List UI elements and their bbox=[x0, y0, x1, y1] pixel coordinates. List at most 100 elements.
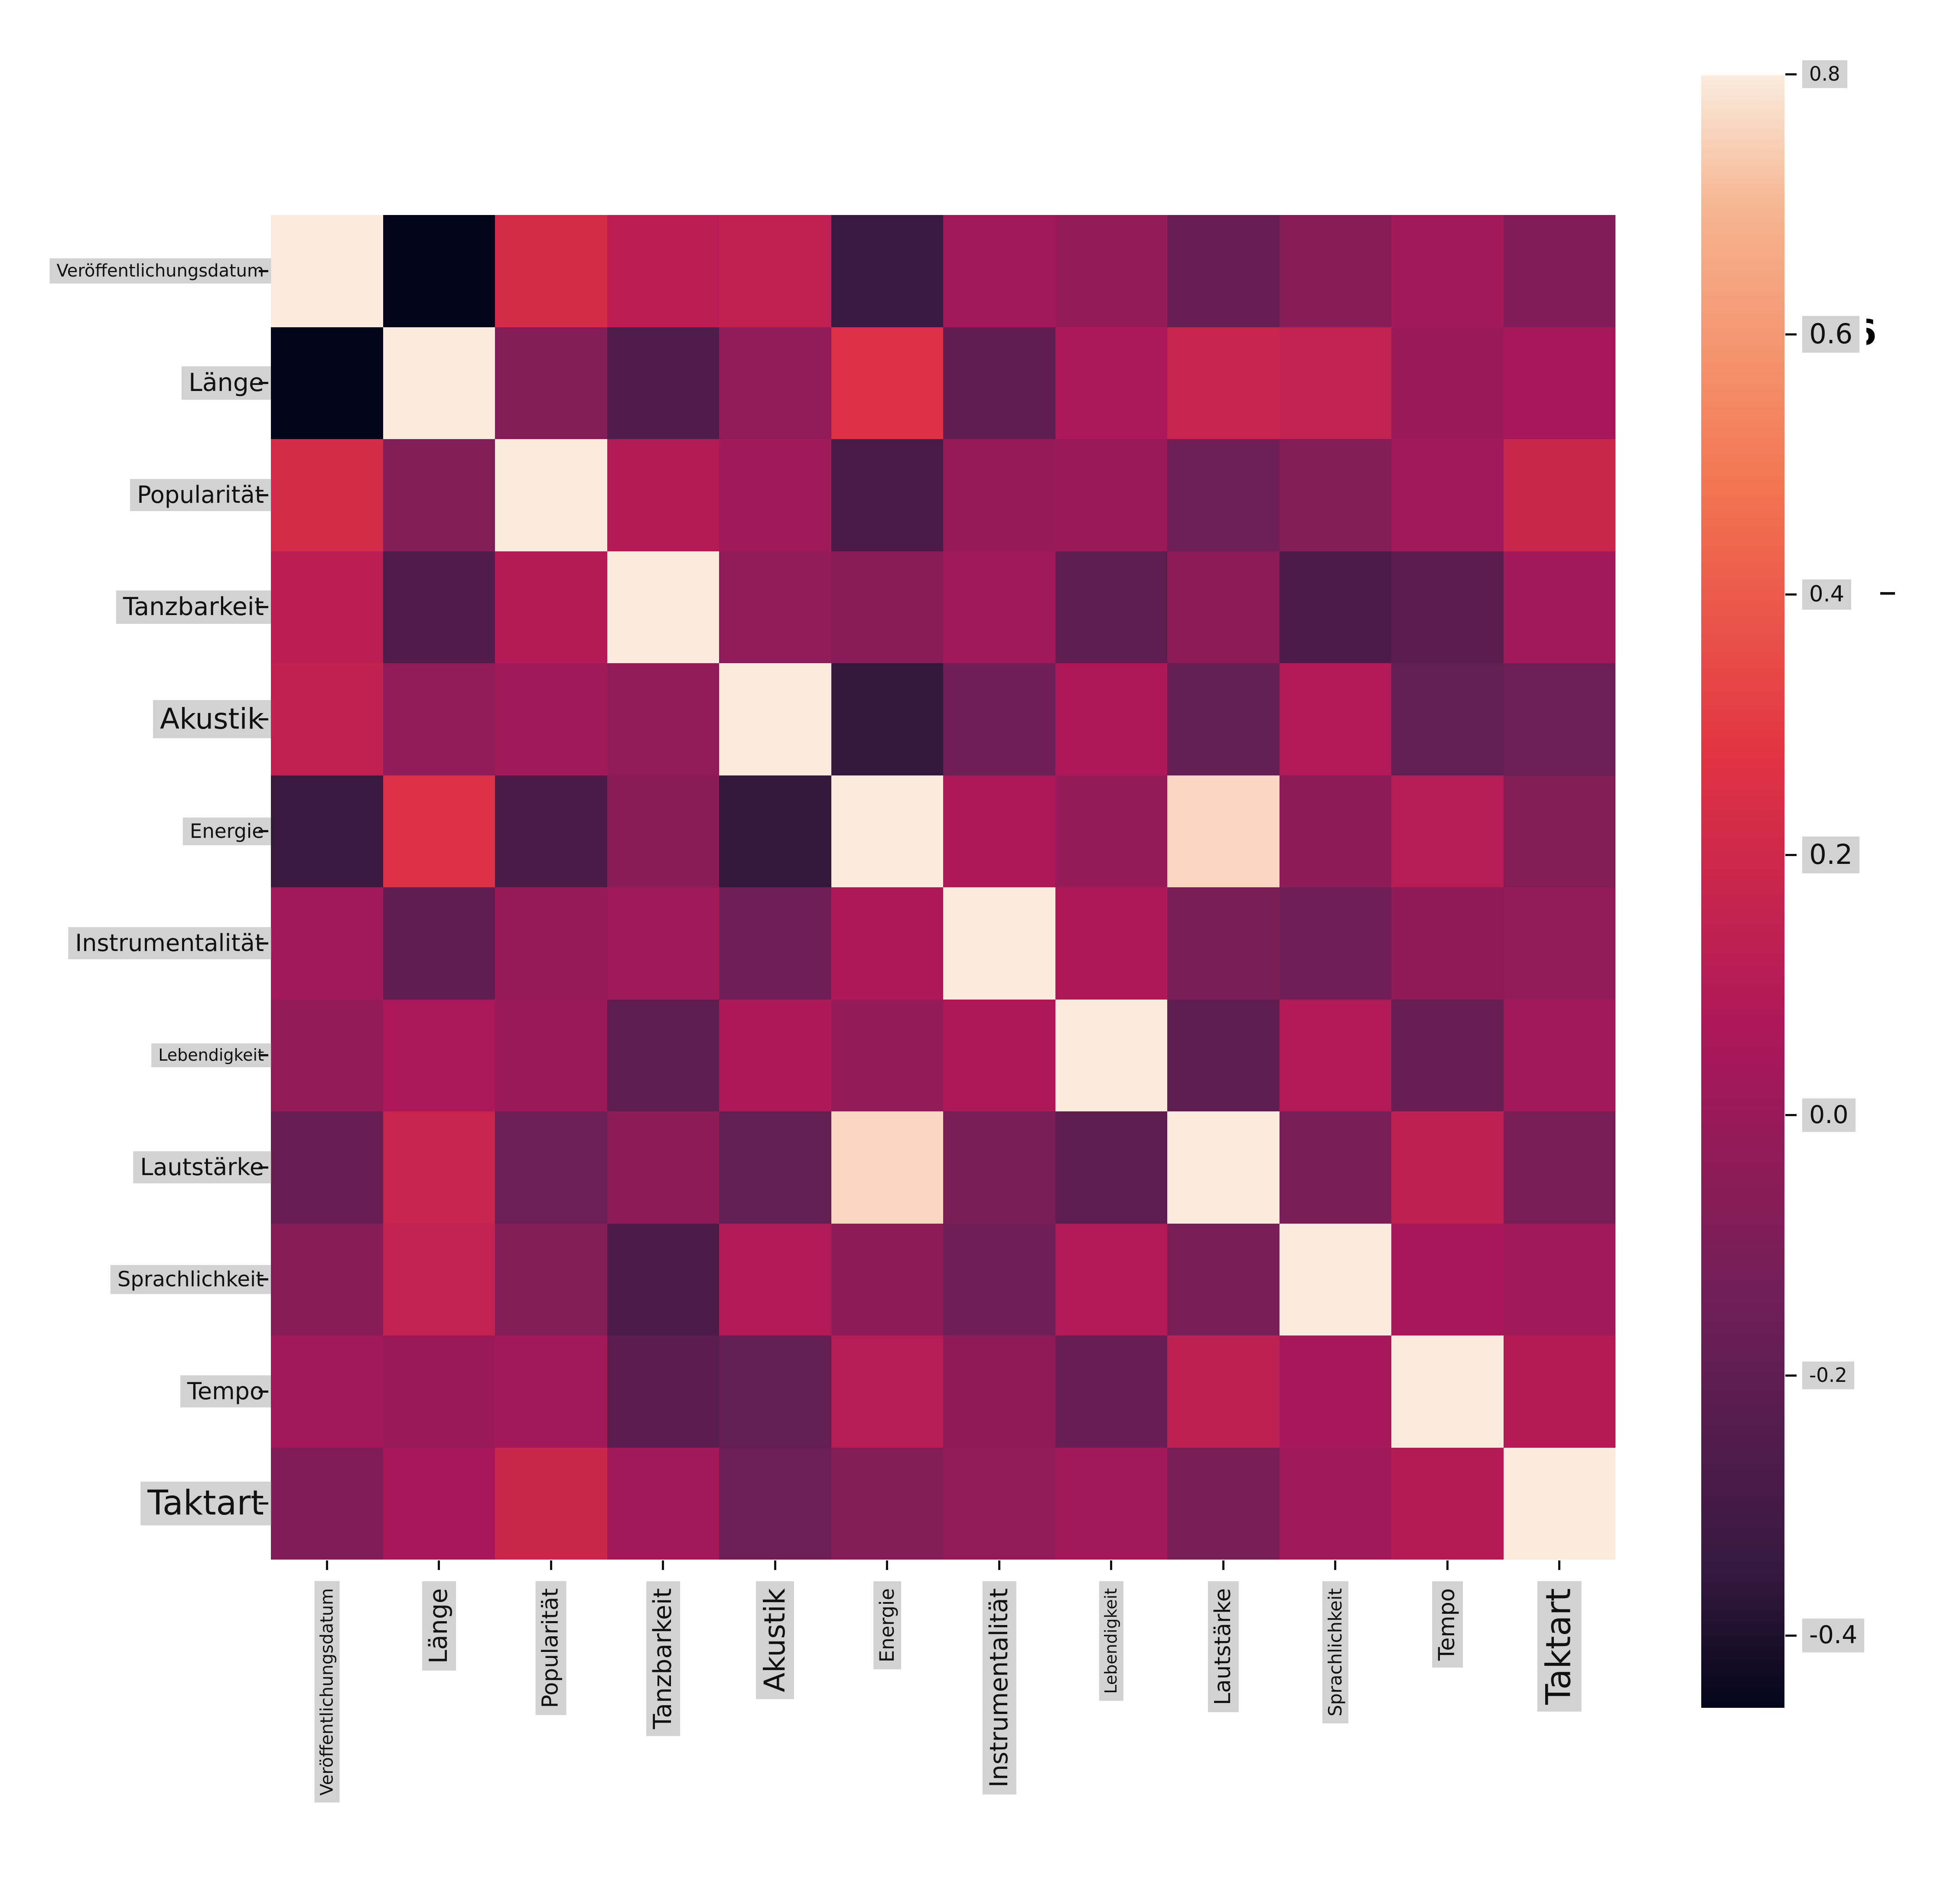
heatmap-cell bbox=[831, 1111, 943, 1224]
heatmap-cell bbox=[719, 1335, 831, 1448]
heatmap-cell bbox=[271, 215, 383, 327]
y-tick-label: Instrumentalität bbox=[68, 927, 271, 960]
x-tick-mark bbox=[326, 1560, 328, 1570]
heatmap-cell bbox=[1055, 999, 1167, 1111]
x-tick-label: Lebendigkeit bbox=[1099, 1581, 1123, 1701]
y-tick-mark bbox=[259, 942, 268, 944]
heatmap-cell bbox=[1167, 1111, 1280, 1224]
heatmap-cell bbox=[719, 1111, 831, 1224]
colorbar-stray-dash bbox=[1880, 592, 1895, 595]
heatmap-cell bbox=[1055, 1447, 1167, 1560]
heatmap-cell bbox=[1503, 327, 1615, 439]
heatmap-cell bbox=[383, 663, 495, 775]
heatmap-cell bbox=[1279, 887, 1391, 1000]
x-tick-label: Tanzbarkeit bbox=[646, 1581, 680, 1736]
x-tick-label: Tempo bbox=[1432, 1581, 1463, 1668]
colorbar-tick-label: 0.8 bbox=[1802, 60, 1847, 88]
heatmap-cell bbox=[831, 999, 943, 1111]
heatmap-cell bbox=[495, 1223, 607, 1335]
heatmap-cell bbox=[495, 999, 607, 1111]
heatmap-cell bbox=[1055, 1111, 1167, 1224]
heatmap-cell bbox=[1391, 551, 1504, 663]
heatmap-cell bbox=[943, 999, 1055, 1111]
y-tick-mark bbox=[259, 494, 268, 496]
heatmap-cell bbox=[495, 887, 607, 1000]
heatmap-cell bbox=[1503, 887, 1615, 1000]
heatmap-cell bbox=[831, 439, 943, 551]
y-tick-label: Lautstärke bbox=[133, 1151, 271, 1184]
heatmap-cell bbox=[607, 1223, 719, 1335]
heatmap-cell bbox=[943, 887, 1055, 1000]
x-tick-label: Länge bbox=[422, 1581, 456, 1671]
colorbar-tick-label: 0.0 bbox=[1802, 1098, 1856, 1132]
heatmap-cell bbox=[1055, 1335, 1167, 1448]
heatmap-cell bbox=[383, 215, 495, 327]
heatmap-cell bbox=[271, 775, 383, 887]
heatmap-cell bbox=[1503, 775, 1615, 887]
y-tick-label: Lebendigkeit bbox=[151, 1043, 271, 1068]
heatmap-cell bbox=[1503, 1111, 1615, 1224]
heatmap-cell bbox=[1503, 1447, 1615, 1560]
heatmap-cell bbox=[1167, 663, 1280, 775]
y-tick-mark bbox=[259, 1166, 268, 1169]
heatmap-cell bbox=[383, 327, 495, 439]
heatmap-cell bbox=[1167, 439, 1280, 551]
heatmap-cell bbox=[1503, 215, 1615, 327]
heatmap-cell bbox=[1279, 1335, 1391, 1448]
x-tick-mark bbox=[1446, 1560, 1449, 1570]
y-tick-label: Veröffentlichungsdatum bbox=[49, 258, 271, 284]
x-tick-label: Instrumentalität bbox=[982, 1581, 1016, 1795]
heatmap-cell bbox=[271, 1447, 383, 1560]
stray-glyph-six: 6 bbox=[1866, 313, 1877, 353]
heatmap-cell bbox=[495, 1111, 607, 1224]
heatmap-cell bbox=[719, 439, 831, 551]
y-tick-mark bbox=[259, 830, 268, 833]
heatmap-cell bbox=[383, 551, 495, 663]
y-tick-label: Taktart bbox=[140, 1481, 271, 1526]
heatmap-cell bbox=[831, 327, 943, 439]
heatmap-cell bbox=[1055, 887, 1167, 1000]
heatmap-cell bbox=[1503, 1223, 1615, 1335]
heatmap-cell bbox=[1391, 1447, 1504, 1560]
heatmap-cell bbox=[1167, 1447, 1280, 1560]
heatmap-cell bbox=[607, 999, 719, 1111]
heatmap-cell bbox=[383, 1111, 495, 1224]
heatmap-cell bbox=[1055, 775, 1167, 887]
heatmap-cell bbox=[383, 1447, 495, 1560]
colorbar-tick-label: 0.4 bbox=[1802, 579, 1852, 610]
heatmap-cell bbox=[943, 775, 1055, 887]
heatmap-cell bbox=[271, 1111, 383, 1224]
heatmap-cell bbox=[831, 1335, 943, 1448]
heatmap-cell bbox=[383, 775, 495, 887]
heatmap-cell bbox=[1055, 439, 1167, 551]
heatmap-cell bbox=[1279, 1447, 1391, 1560]
colorbar-tick-mark bbox=[1785, 853, 1797, 856]
x-tick-mark bbox=[774, 1560, 776, 1570]
y-tick-mark bbox=[259, 382, 268, 384]
heatmap-cell bbox=[271, 439, 383, 551]
heatmap-cell bbox=[1167, 1335, 1280, 1448]
y-tick-label: Tempo bbox=[180, 1375, 271, 1408]
heatmap-cell bbox=[1503, 439, 1615, 551]
heatmap-cell bbox=[831, 1223, 943, 1335]
y-tick-mark bbox=[259, 606, 268, 609]
y-tick-label: Energie bbox=[182, 817, 271, 845]
heatmap-cell bbox=[943, 1335, 1055, 1448]
heatmap-cell bbox=[607, 1111, 719, 1224]
x-tick-mark bbox=[998, 1560, 1000, 1570]
heatmap-cell bbox=[1167, 215, 1280, 327]
heatmap-cell bbox=[1167, 999, 1280, 1111]
colorbar-tick-label: 0.6 bbox=[1802, 316, 1860, 353]
heatmap-cell bbox=[495, 215, 607, 327]
x-tick-label: Sprachlichkeit bbox=[1322, 1581, 1348, 1723]
heatmap-grid bbox=[271, 215, 1615, 1560]
heatmap-cell bbox=[943, 551, 1055, 663]
y-tick-label: Tanzbarkeit bbox=[116, 590, 271, 624]
y-tick-label: Akustik bbox=[153, 700, 271, 739]
heatmap-cell bbox=[719, 327, 831, 439]
y-tick-label: Popularität bbox=[130, 479, 271, 511]
heatmap-cell bbox=[607, 663, 719, 775]
heatmap-cell bbox=[607, 327, 719, 439]
heatmap-cell bbox=[1279, 1111, 1391, 1224]
